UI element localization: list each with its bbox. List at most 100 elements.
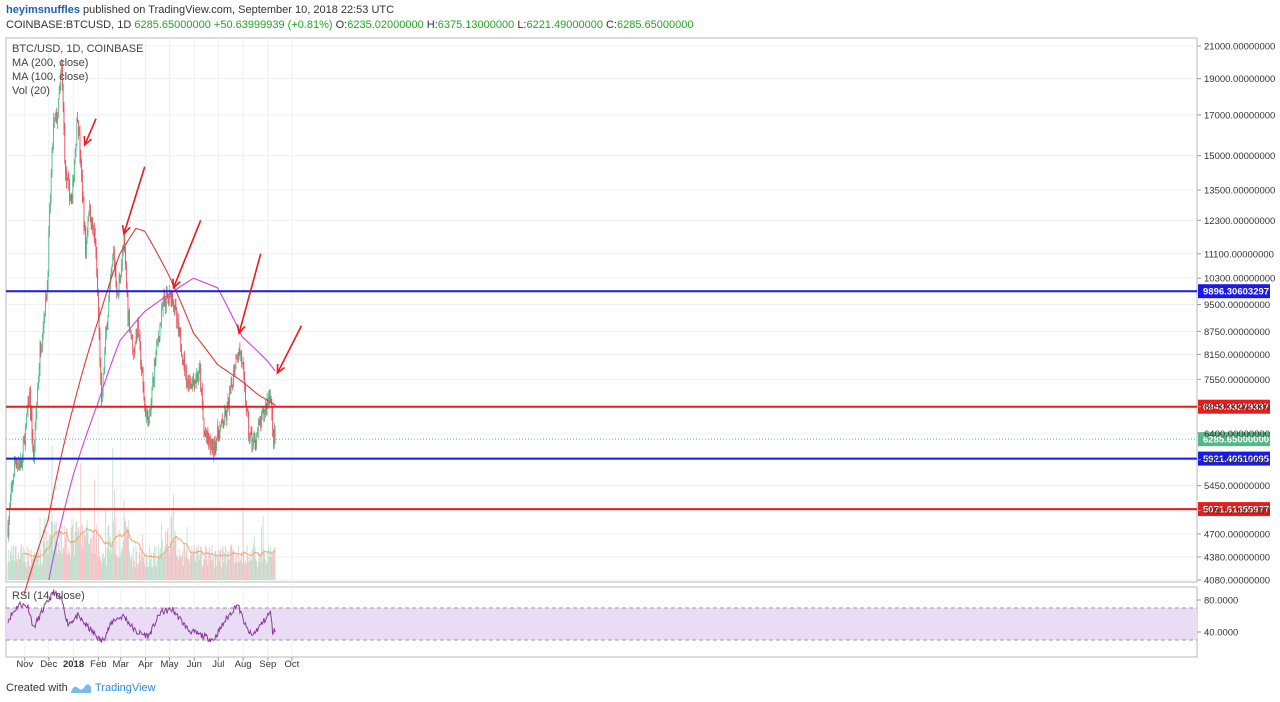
- volume-bar: [160, 548, 162, 580]
- volume-bar: [52, 521, 54, 580]
- price-tick-label: 21000.00000000: [1204, 42, 1275, 53]
- volume-bar: [89, 538, 91, 580]
- last-price: 6285.65000000: [134, 19, 211, 31]
- volume-bar: [221, 566, 222, 580]
- horizontal-lines[interactable]: 9896.306032976943.332793375921.405100955…: [6, 284, 1270, 517]
- candle-body: [146, 410, 148, 413]
- candle-body: [234, 367, 236, 374]
- volume-bar: [237, 545, 239, 580]
- volume-bar: [204, 558, 206, 580]
- volume-bar: [203, 552, 205, 580]
- candle-body: [50, 197, 51, 210]
- time-axis[interactable]: Nov Dec 2018 Feb Mar Apr May Jun Jul Aug Sep Oct: [16, 657, 300, 670]
- volume-bar: [72, 525, 74, 580]
- volume-bar: [152, 567, 154, 580]
- volume-bar: [145, 551, 147, 580]
- candle-body: [85, 229, 86, 253]
- candle-body: [14, 459, 16, 463]
- volume-bar: [247, 556, 249, 580]
- volume-bar: [229, 546, 231, 580]
- price-tick-label: 10300.00000000: [1204, 274, 1275, 285]
- volume-bar: [166, 531, 168, 580]
- candle-body: [238, 348, 240, 359]
- candle-body: [21, 459, 22, 467]
- volume-bar: [95, 535, 97, 580]
- volume-bar: [57, 553, 58, 580]
- volume-bar: [133, 546, 134, 580]
- volume-bar: [165, 530, 166, 580]
- candle-body: [9, 507, 10, 519]
- tradingview-brand[interactable]: TradingView: [95, 682, 156, 694]
- volume-bar: [216, 566, 218, 580]
- volume-bar: [56, 521, 58, 580]
- volume-bar: [184, 544, 186, 580]
- candle-body: [67, 178, 69, 180]
- volume-bar: [49, 534, 51, 580]
- candle-body: [54, 117, 56, 119]
- volume-bar: [127, 530, 129, 580]
- volume-bar: [199, 553, 201, 580]
- candle-body: [98, 314, 100, 333]
- candle-body: [219, 428, 221, 440]
- arrow-head: [276, 363, 286, 375]
- candle-body: [97, 276, 98, 294]
- volume-bar: [11, 546, 13, 580]
- volume-bar: [217, 549, 219, 580]
- candle-body: [101, 376, 102, 402]
- candle-body: [141, 370, 143, 374]
- candle-body: [95, 245, 97, 254]
- candle-body: [11, 484, 13, 489]
- volume-bar: [240, 560, 242, 580]
- symbol-info: COINBASE:BTCUSD, 1D: [6, 19, 132, 31]
- volume-bar: [273, 550, 274, 580]
- candle-body: [116, 284, 118, 295]
- volume-bar: [97, 556, 98, 580]
- candle-body: [161, 309, 162, 324]
- volume-bar: [75, 522, 77, 580]
- open-value: 6235.02000000: [347, 19, 424, 31]
- candle-body: [233, 370, 235, 374]
- volume-bar: [163, 553, 165, 580]
- volume-bar: [169, 541, 171, 580]
- price-chart[interactable]: 9896.306032976943.332793375921.405100955…: [0, 34, 1280, 677]
- volume-bar: [211, 545, 213, 580]
- volume-bar: [149, 545, 150, 580]
- volume-bar: [65, 528, 67, 580]
- volume-bar: [86, 519, 88, 580]
- candle-body: [269, 396, 271, 400]
- volume-bar: [175, 536, 177, 580]
- volume-bar: [32, 559, 34, 580]
- candle-body: [241, 351, 242, 363]
- volume-bar: [137, 563, 138, 580]
- volume-bar: [119, 557, 121, 580]
- candle-body: [93, 228, 94, 230]
- candle-body: [10, 499, 11, 508]
- candle-body: [30, 412, 32, 414]
- volume-bar: [252, 549, 254, 580]
- author-name[interactable]: heyimsnuffles: [6, 4, 80, 16]
- volume-bar: [165, 544, 167, 580]
- price-axis[interactable]: 21000.00000000 19000.00000000 17000.000000…: [1197, 42, 1275, 639]
- volume-bars: [7, 445, 276, 580]
- volume-bar: [162, 556, 164, 580]
- volume-bar: [33, 552, 35, 580]
- candle-body: [206, 431, 208, 438]
- volume-bar: [111, 541, 113, 580]
- volume-bar: [94, 553, 96, 580]
- volume-bar: [35, 556, 37, 580]
- time-tick-label: 2018: [63, 659, 84, 670]
- volume-bar: [259, 553, 261, 580]
- candle-body: [249, 437, 250, 439]
- volume-bar: [201, 566, 203, 580]
- candle-body: [54, 117, 55, 121]
- candle-body: [225, 416, 227, 418]
- volume-bar: [144, 563, 146, 580]
- volume-bar: [238, 562, 240, 580]
- candle-body: [125, 251, 126, 265]
- price-tag-label: 6943.33279337: [1203, 402, 1269, 413]
- candle-body: [102, 374, 104, 395]
- candle-body: [90, 221, 92, 227]
- candle-body: [70, 196, 72, 198]
- volume-bar: [7, 562, 9, 580]
- volume-bar: [78, 539, 80, 580]
